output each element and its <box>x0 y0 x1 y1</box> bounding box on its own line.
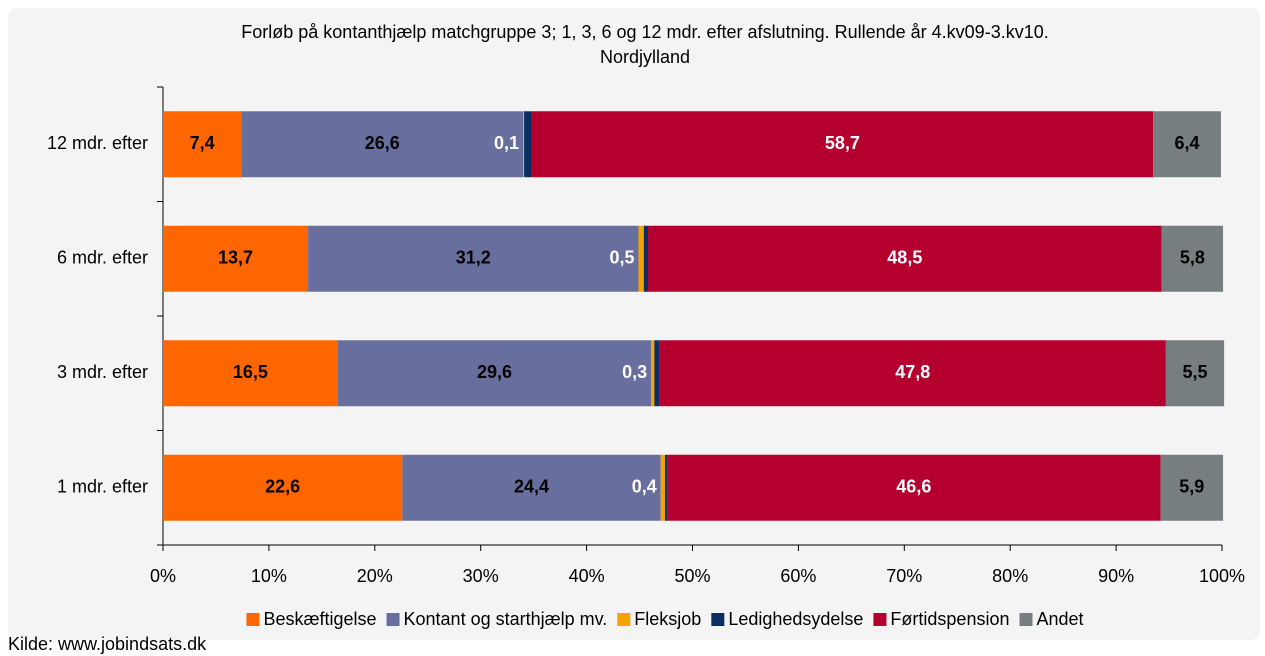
data-label: 16,5 <box>233 362 268 382</box>
source: Kilde: www.jobindsats.dk <box>8 634 207 654</box>
data-label: 0,4 <box>632 477 657 497</box>
legend-swatch <box>246 613 260 626</box>
bar-segment <box>1161 225 1224 292</box>
legend-swatch <box>873 613 887 626</box>
bar-segment <box>638 225 644 292</box>
bar-segment <box>660 454 665 521</box>
data-label: 58,7 <box>825 133 860 153</box>
y-tick-label: 3 mdr. efter <box>57 362 148 382</box>
legend-swatch <box>386 613 400 626</box>
bar-segment <box>667 454 1161 521</box>
bar-segment <box>643 225 649 292</box>
data-label: 24,4 <box>514 477 549 497</box>
bar-segment <box>651 340 655 407</box>
bar-segment <box>402 454 661 521</box>
data-label: 46,6 <box>896 477 931 497</box>
bar-segment <box>664 454 668 521</box>
y-tick-label: 6 mdr. efter <box>57 248 148 268</box>
bar-segment <box>531 111 1154 178</box>
legend-label: Ledighedsydelse <box>728 609 863 629</box>
x-tick-label: 80% <box>992 566 1028 586</box>
legend-label: Førtidspension <box>890 609 1009 629</box>
data-label: 13,7 <box>218 248 253 268</box>
legend-label: Beskæftigelse <box>263 609 376 629</box>
data-label: 26,6 <box>365 133 400 153</box>
data-label: 6,4 <box>1175 133 1200 153</box>
bar-segment <box>654 340 660 407</box>
x-tick-label: 100% <box>1199 566 1245 586</box>
chart-subtitle: Nordjylland <box>600 47 690 67</box>
data-label: 47,8 <box>895 362 930 382</box>
legend-swatch <box>711 613 725 626</box>
data-label: 29,6 <box>477 362 512 382</box>
bar-segment <box>163 340 338 407</box>
x-tick-label: 10% <box>251 566 287 586</box>
legend-label: Andet <box>1036 609 1083 629</box>
data-label: 0,5 <box>609 248 634 268</box>
bar-segment <box>163 111 242 178</box>
y-tick-label: 1 mdr. efter <box>57 477 148 497</box>
bar-segment <box>659 340 1166 407</box>
legend-label: Kontant og starthjælp mv. <box>404 609 608 629</box>
data-label: 5,5 <box>1182 362 1207 382</box>
bar-segment <box>163 225 309 292</box>
bar-segment <box>523 111 525 178</box>
data-label: 7,4 <box>190 133 215 153</box>
data-label: 22,6 <box>265 477 300 497</box>
data-label: 31,2 <box>456 248 491 268</box>
legend-swatch <box>617 613 631 626</box>
legend-label: Fleksjob <box>634 609 701 629</box>
legend-swatch <box>1019 613 1033 626</box>
x-tick-label: 30% <box>463 566 499 586</box>
x-tick-label: 0% <box>150 566 176 586</box>
data-label: 48,5 <box>887 248 922 268</box>
y-tick-label: 12 mdr. efter <box>47 133 148 153</box>
data-label: 0,1 <box>494 133 519 153</box>
bar-segment <box>524 111 532 178</box>
chart-title: Forløb på kontanthjælp matchgruppe 3; 1,… <box>241 22 1048 42</box>
bar-segment <box>308 225 639 292</box>
bar-segment <box>1153 111 1221 178</box>
bar-segment <box>337 340 652 407</box>
x-tick-label: 50% <box>674 566 710 586</box>
x-tick-label: 40% <box>569 566 605 586</box>
bar-segment <box>1160 454 1224 521</box>
data-label: 0,3 <box>622 362 647 382</box>
x-tick-label: 20% <box>357 566 393 586</box>
bar-segment <box>163 454 403 521</box>
x-tick-label: 70% <box>886 566 922 586</box>
x-tick-label: 90% <box>1098 566 1134 586</box>
bar-segment <box>241 111 524 178</box>
data-label: 5,9 <box>1179 477 1204 497</box>
data-label: 5,8 <box>1180 248 1205 268</box>
x-tick-label: 60% <box>780 566 816 586</box>
bar-segment <box>1165 340 1225 407</box>
bar-segment <box>648 225 1162 292</box>
